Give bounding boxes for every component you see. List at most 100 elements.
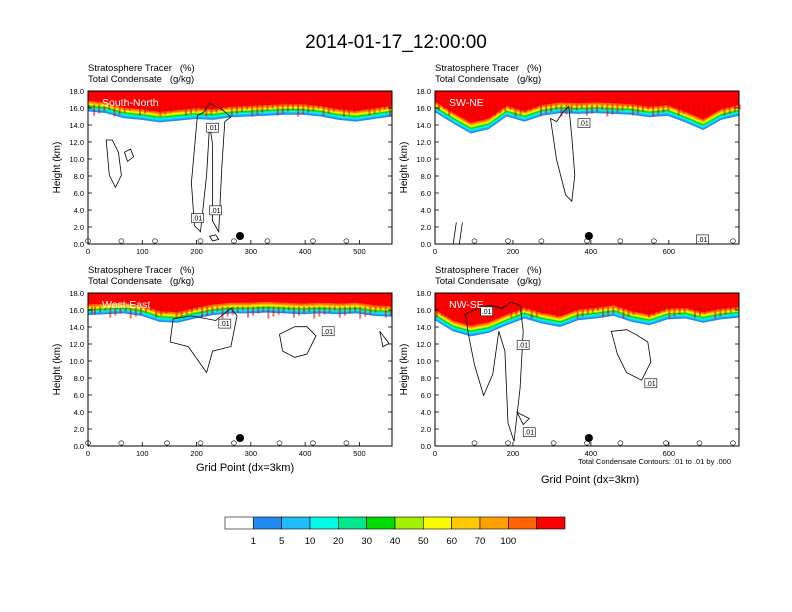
tracer-streak bbox=[88, 104, 90, 109]
surface-contour bbox=[471, 440, 478, 446]
tracer-streak bbox=[358, 104, 361, 111]
tracer-streak bbox=[282, 306, 285, 313]
tracer-streak bbox=[529, 104, 532, 111]
tracer-streak bbox=[454, 306, 457, 313]
tracer-streak bbox=[505, 306, 508, 311]
tracer-streak bbox=[617, 306, 620, 312]
contour-label-box bbox=[480, 306, 493, 317]
y-tick-label: 0.0 bbox=[74, 442, 84, 451]
tracer-streak bbox=[216, 306, 219, 312]
surface-contour bbox=[550, 440, 557, 446]
x-tick-label: 300 bbox=[245, 247, 258, 256]
tracer-streak bbox=[251, 104, 254, 117]
tracer-streak bbox=[443, 104, 446, 109]
tracer-streak bbox=[266, 104, 269, 111]
tracer-streak bbox=[530, 306, 533, 319]
y-tick-label: 16.0 bbox=[416, 306, 431, 315]
tracer-streak bbox=[180, 306, 183, 317]
contour-label-box bbox=[644, 378, 658, 389]
location-marker bbox=[584, 434, 593, 442]
condensate-contour bbox=[610, 329, 652, 381]
tracer-streak bbox=[708, 104, 711, 113]
colorbar-swatch bbox=[507, 516, 537, 530]
surface-contour bbox=[343, 440, 350, 446]
y-tick-label: 10.0 bbox=[416, 155, 431, 164]
tracer-streak bbox=[378, 104, 381, 112]
tracer-streak bbox=[672, 104, 675, 109]
y-tick-label: 8.0 bbox=[421, 172, 431, 181]
tracer-streak bbox=[313, 306, 316, 319]
tracer-streak bbox=[287, 306, 290, 311]
colorbar-label: 100 bbox=[500, 536, 516, 547]
tracer-streak bbox=[668, 306, 671, 319]
condensate-contour bbox=[464, 301, 524, 442]
surface-contour bbox=[730, 238, 736, 244]
tracer-streak bbox=[597, 306, 599, 311]
condensate-contour bbox=[279, 326, 317, 358]
tracer-streak bbox=[560, 104, 563, 117]
surface-contour bbox=[310, 238, 316, 244]
tracer-streak bbox=[139, 306, 142, 315]
tracer-streak bbox=[723, 104, 726, 116]
location-marker bbox=[236, 232, 244, 240]
tracer-streak bbox=[261, 104, 264, 113]
tracer-streak bbox=[474, 306, 477, 314]
tracer-streak bbox=[561, 306, 564, 316]
surface-contour bbox=[197, 440, 204, 446]
tracer-streak bbox=[99, 306, 102, 313]
x-tick-label: 400 bbox=[299, 449, 312, 458]
tracer-streak bbox=[388, 104, 391, 117]
panel-1-subtitle-line2: Total Condensate (g/kg) bbox=[88, 74, 195, 85]
x-tick-label: 0 bbox=[433, 247, 437, 256]
tracer-streak bbox=[683, 306, 686, 313]
tracer-streak bbox=[379, 306, 382, 311]
tracer-band-11 bbox=[435, 293, 739, 326]
tracer-streak bbox=[693, 104, 695, 110]
tracer-streak bbox=[719, 306, 722, 317]
panel-label: SW-NE bbox=[449, 97, 484, 109]
tracer-streak bbox=[626, 104, 629, 109]
y-axis-label: Height (km) bbox=[52, 344, 63, 396]
tracer-streak bbox=[677, 104, 680, 116]
tracer-streak bbox=[348, 104, 351, 115]
tracer-streak bbox=[515, 306, 518, 316]
tracer-streak bbox=[190, 306, 193, 313]
y-tick-label: 6.0 bbox=[74, 391, 84, 400]
colorbar-label: 60 bbox=[446, 536, 457, 547]
tracer-streak bbox=[124, 306, 127, 312]
x-tick-label: 300 bbox=[245, 449, 258, 458]
tracer-streak bbox=[699, 306, 701, 316]
tracer-streak bbox=[349, 306, 351, 314]
surface-contour bbox=[310, 440, 316, 446]
x-tick-label: 200 bbox=[190, 449, 203, 458]
contour-label: .01 bbox=[579, 121, 589, 128]
tracer-streak bbox=[627, 306, 630, 317]
surface-contour bbox=[617, 440, 624, 446]
tracer-streak bbox=[312, 104, 315, 111]
location-marker bbox=[236, 434, 244, 442]
tracer-streak bbox=[448, 104, 451, 116]
tracer-streak bbox=[318, 306, 321, 317]
tracer-streak bbox=[652, 104, 655, 117]
tracer-streak bbox=[322, 104, 325, 116]
tracer-streak bbox=[458, 104, 461, 112]
contour-label-box bbox=[191, 213, 204, 223]
x-tick-label: 500 bbox=[353, 247, 366, 256]
tracer-streak bbox=[510, 306, 513, 318]
tracer-streak bbox=[297, 104, 300, 117]
tracer-streak bbox=[323, 306, 326, 315]
tracer-streak bbox=[585, 104, 588, 116]
tracer-band-11 bbox=[435, 91, 739, 123]
contour-label-box bbox=[522, 427, 536, 438]
contour-label: .01 bbox=[208, 125, 218, 132]
contour-label-box bbox=[321, 326, 335, 337]
contour-label: .01 bbox=[482, 309, 492, 316]
tracer-streak bbox=[571, 306, 574, 312]
x-tick-label: 600 bbox=[663, 247, 676, 256]
tracer-streak bbox=[225, 104, 228, 109]
surface-contour bbox=[197, 238, 204, 244]
tracer-streak bbox=[118, 104, 121, 115]
colorbar-swatch bbox=[309, 516, 339, 530]
condensate-contour bbox=[549, 105, 576, 203]
contour-label-box bbox=[516, 340, 530, 350]
